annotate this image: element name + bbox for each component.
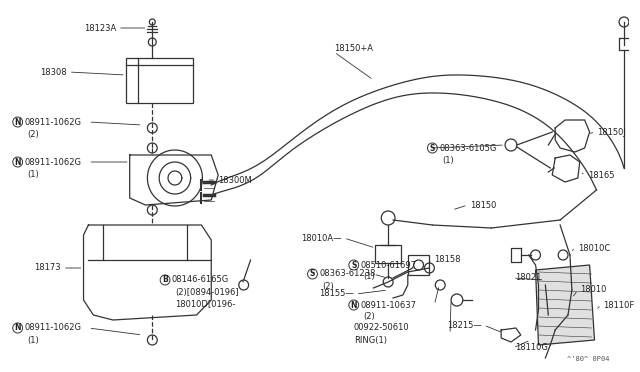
Text: (1): (1) <box>364 273 375 282</box>
Text: S: S <box>429 144 435 153</box>
Text: 08363-61238: 08363-61238 <box>319 269 376 279</box>
Bar <box>126 58 193 103</box>
Text: 08911-1062G: 08911-1062G <box>24 118 81 126</box>
Text: (2): (2) <box>323 282 334 291</box>
Text: 00922-50610: 00922-50610 <box>354 324 410 333</box>
Text: 18010D[0196-: 18010D[0196- <box>175 299 236 308</box>
Text: 18165: 18165 <box>588 170 614 180</box>
Text: 08510-61697: 08510-61697 <box>360 260 417 269</box>
Text: N: N <box>15 118 21 126</box>
Text: 18021: 18021 <box>515 273 541 282</box>
Text: 18150+A: 18150+A <box>334 44 373 52</box>
Text: 18150: 18150 <box>470 201 496 209</box>
Text: 18010A—: 18010A— <box>301 234 342 243</box>
Text: (2): (2) <box>28 129 39 138</box>
Text: (1): (1) <box>442 155 454 164</box>
Text: B: B <box>162 276 168 285</box>
Text: N: N <box>15 157 21 167</box>
Text: 18158: 18158 <box>435 256 461 264</box>
Text: 08146-6165G: 08146-6165G <box>172 276 229 285</box>
Text: 18110G: 18110G <box>515 343 548 353</box>
Text: 18010C: 18010C <box>578 244 610 253</box>
Text: 18010: 18010 <box>580 285 606 295</box>
Text: 08911-10637: 08911-10637 <box>360 301 417 310</box>
Text: (1): (1) <box>28 336 39 344</box>
Text: 18123A: 18123A <box>84 23 116 32</box>
Text: (1): (1) <box>28 170 39 179</box>
Text: 18308: 18308 <box>40 67 67 77</box>
Text: S: S <box>310 269 315 279</box>
Text: 18173: 18173 <box>35 263 61 273</box>
Text: 18110F: 18110F <box>604 301 635 310</box>
Text: RING(1): RING(1) <box>354 336 387 344</box>
Text: 08911-1062G: 08911-1062G <box>24 157 81 167</box>
Bar <box>408 255 429 275</box>
Text: N: N <box>351 301 357 310</box>
Text: 08911-1062G: 08911-1062G <box>24 324 81 333</box>
Text: S: S <box>351 260 356 269</box>
Text: 18300M: 18300M <box>218 176 252 185</box>
Text: 18155—: 18155— <box>319 289 354 298</box>
Polygon shape <box>536 265 595 345</box>
Text: 18150J: 18150J <box>598 128 627 137</box>
Text: (2): (2) <box>364 312 375 321</box>
Bar <box>376 245 401 263</box>
Text: (2)[0894-0196]: (2)[0894-0196] <box>175 288 239 296</box>
Text: 18215—: 18215— <box>447 321 481 330</box>
Text: ^'80^ 0P04: ^'80^ 0P04 <box>567 356 609 362</box>
Text: N: N <box>15 324 21 333</box>
Text: 08363-6105G: 08363-6105G <box>439 144 497 153</box>
